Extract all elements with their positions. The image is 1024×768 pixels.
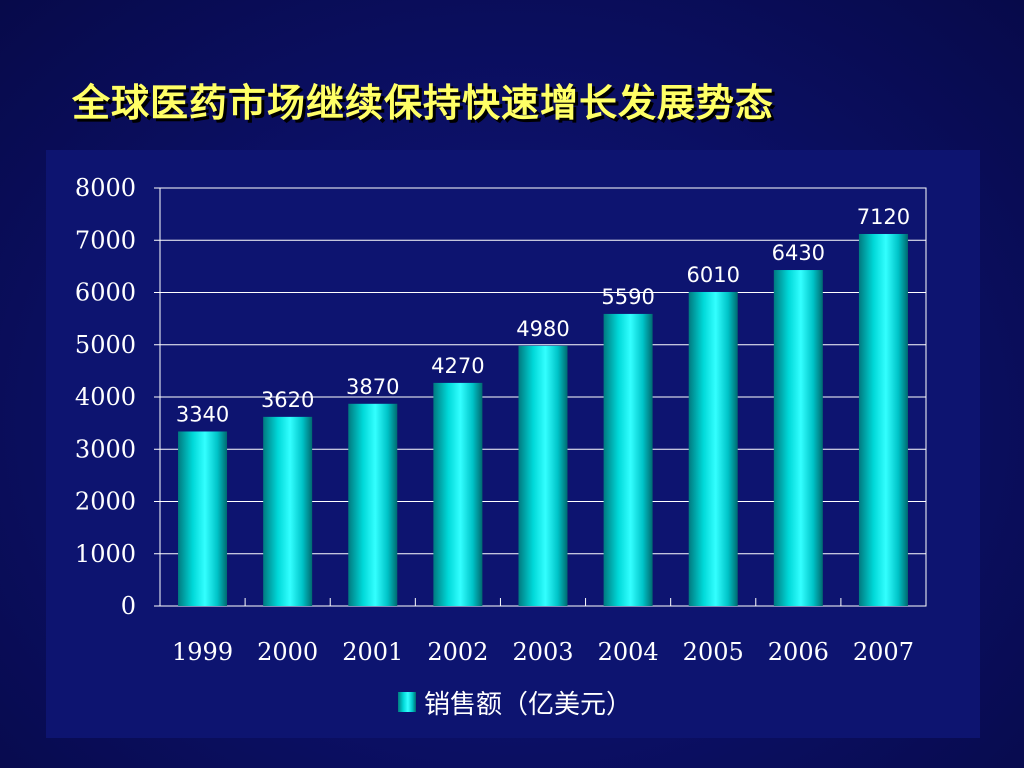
- bar: [518, 345, 568, 606]
- data-label: 7120: [857, 205, 910, 229]
- data-label: 6430: [772, 241, 825, 265]
- legend-label: 销售额（亿美元）: [424, 690, 632, 720]
- x-tick-label: 2000: [257, 638, 318, 666]
- y-tick-label: 5000: [75, 331, 136, 359]
- x-tick-label: 2004: [598, 638, 659, 666]
- data-label: 3340: [176, 402, 229, 426]
- x-tick-label: 2001: [342, 638, 403, 666]
- x-tick-label: 2005: [683, 638, 744, 666]
- y-tick-label: 2000: [75, 488, 136, 516]
- x-tick-label: 1999: [172, 638, 233, 666]
- slide-title: 全球医药市场继续保持快速增长发展势态: [72, 81, 775, 125]
- y-tick-label: 6000: [75, 279, 136, 307]
- y-tick-label: 1000: [75, 540, 136, 568]
- y-tick-label: 7000: [75, 226, 136, 254]
- x-tick-label: 2006: [768, 638, 829, 666]
- data-label: 6010: [686, 263, 739, 287]
- bar: [433, 382, 483, 606]
- x-tick-label: 2007: [853, 638, 914, 666]
- y-tick-label: 3000: [75, 435, 136, 463]
- x-tick-label: 2002: [427, 638, 488, 666]
- legend-swatch: [398, 692, 416, 712]
- bar: [603, 313, 653, 606]
- bar-chart: 3340 3620 3870 4270 4980 5590 6010 6430 7120 0 10…: [75, 174, 927, 720]
- bar: [773, 270, 823, 606]
- data-label: 3870: [346, 375, 399, 399]
- data-label: 4270: [431, 354, 484, 378]
- bar: [348, 403, 398, 606]
- y-tick-label: 4000: [75, 383, 136, 411]
- y-tick-label: 8000: [75, 174, 136, 202]
- bar: [178, 431, 228, 606]
- bar: [263, 416, 313, 606]
- data-label: 4980: [516, 317, 569, 341]
- chart-panel: 3340 3620 3870 4270 4980 5590 6010 6430 7120 0 10…: [46, 150, 980, 738]
- bar: [858, 233, 908, 606]
- y-tick-label: 0: [121, 592, 136, 620]
- data-label: 3620: [261, 388, 314, 412]
- data-label: 5590: [601, 285, 654, 309]
- bar: [688, 291, 738, 606]
- x-tick-label: 2003: [512, 638, 573, 666]
